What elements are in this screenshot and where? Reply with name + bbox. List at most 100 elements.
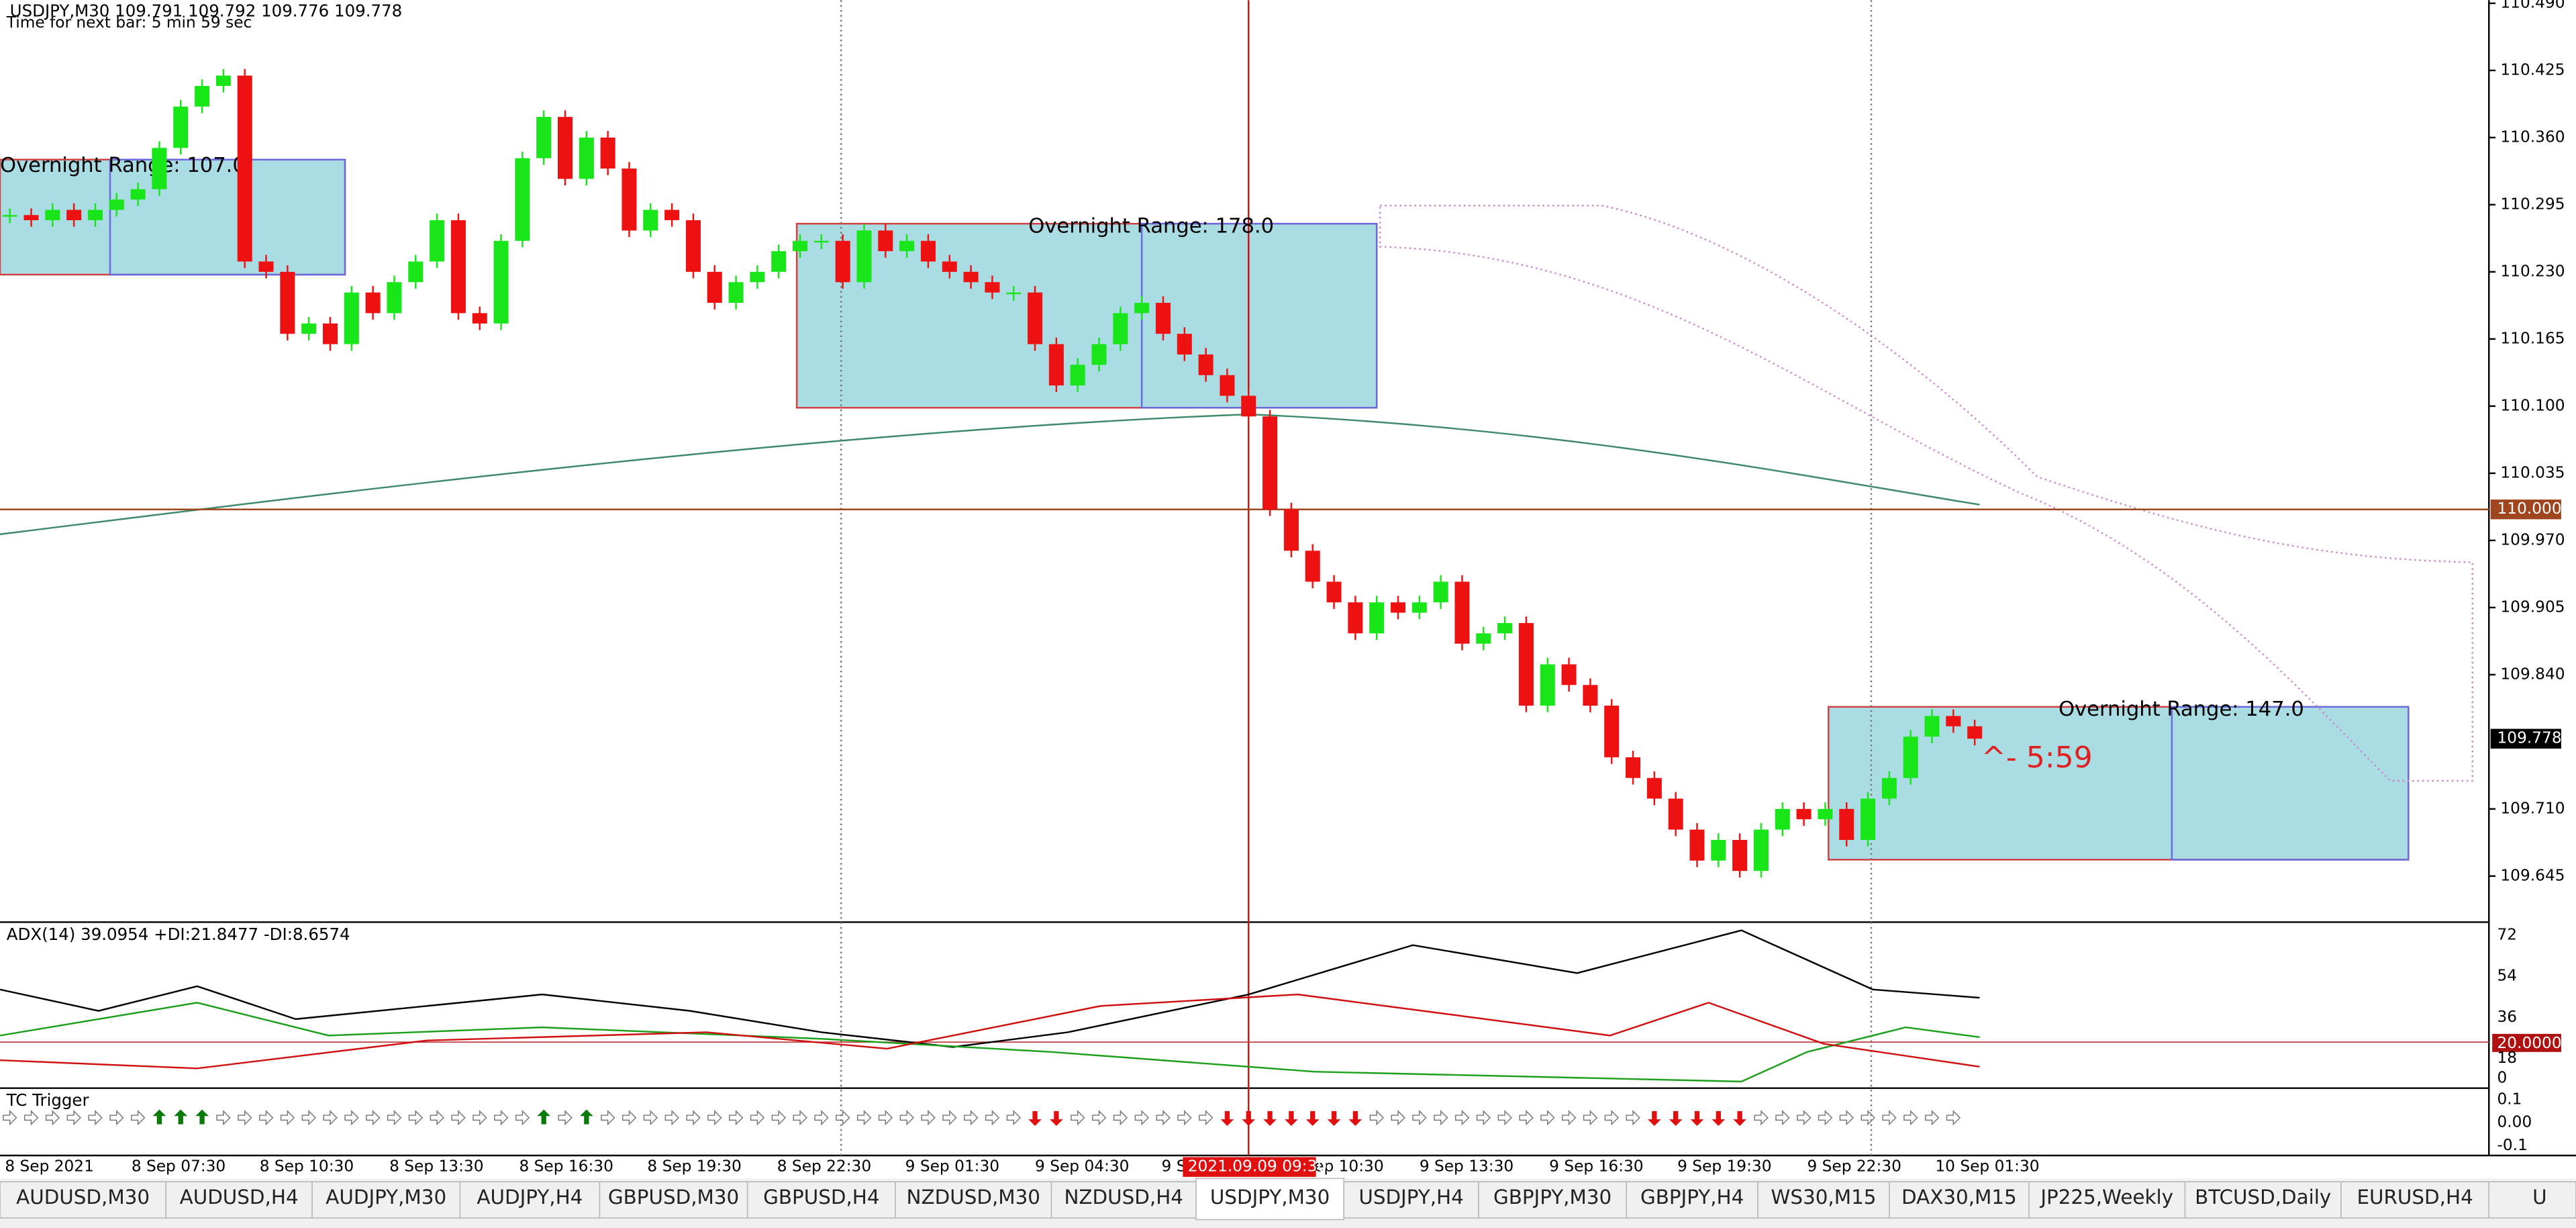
neutral-arrow bbox=[408, 1110, 424, 1126]
tab-label[interactable]: USDJPY,M30 bbox=[1210, 1186, 1330, 1209]
range-box-inner bbox=[2171, 706, 2410, 861]
tab-label[interactable]: DAX30,M15 bbox=[1901, 1186, 2017, 1209]
tab-label[interactable]: GBPJPY,H4 bbox=[1640, 1186, 1744, 1209]
candle bbox=[1924, 716, 1940, 737]
neutral-arrow bbox=[88, 1110, 103, 1126]
neutral-arrow bbox=[1583, 1110, 1598, 1126]
neutral-arrow bbox=[238, 1110, 252, 1126]
candle bbox=[1540, 664, 1555, 706]
neutral-arrow bbox=[1626, 1110, 1640, 1126]
tab[interactable] bbox=[2184, 1181, 2342, 1219]
time-label: 9 Sep 16:30 bbox=[1549, 1158, 1643, 1176]
tab[interactable] bbox=[599, 1181, 748, 1219]
neutral-arrow bbox=[899, 1110, 914, 1126]
time-label: 8 Sep 22:30 bbox=[777, 1158, 871, 1176]
tc-label: TC Trigger bbox=[6, 1090, 90, 1110]
price-tick-label: 110.100 bbox=[2500, 396, 2565, 414]
neutral-arrow bbox=[301, 1110, 316, 1126]
candle bbox=[1881, 777, 1897, 799]
tab-label[interactable]: NZDUSD,H4 bbox=[1064, 1186, 1183, 1209]
candle bbox=[66, 209, 82, 220]
candle bbox=[1732, 840, 1748, 871]
down-arrow bbox=[1348, 1111, 1363, 1126]
ichimoku-cloud bbox=[1379, 205, 2474, 782]
price-tick-label: 110.360 bbox=[2500, 128, 2565, 146]
neutral-arrow bbox=[1903, 1110, 1918, 1126]
down-arrow bbox=[1050, 1111, 1063, 1126]
tab-label[interactable]: AUDJPY,H4 bbox=[477, 1186, 583, 1209]
candle bbox=[1070, 365, 1085, 386]
candle bbox=[45, 209, 60, 220]
candle bbox=[1476, 633, 1491, 644]
tab-label[interactable]: BTCUSD,Daily bbox=[2195, 1186, 2331, 1209]
candle bbox=[1048, 344, 1064, 386]
tab-label[interactable]: GBPUSD,H4 bbox=[763, 1186, 879, 1209]
tab[interactable] bbox=[1757, 1181, 1890, 1219]
neutral-arrow bbox=[1861, 1110, 1875, 1126]
neutral-arrow bbox=[451, 1110, 466, 1126]
time-label: 8 Sep 2021 bbox=[5, 1158, 94, 1176]
tab-label[interactable]: USDJPY,H4 bbox=[1358, 1186, 1463, 1209]
tab[interactable] bbox=[1478, 1181, 1628, 1219]
neutral-arrow bbox=[1071, 1110, 1085, 1126]
candle bbox=[1497, 622, 1513, 634]
candle bbox=[408, 261, 424, 283]
tab-label[interactable]: AUDUSD,H4 bbox=[180, 1186, 299, 1209]
down-arrow bbox=[1690, 1111, 1704, 1126]
tab[interactable] bbox=[1889, 1181, 2030, 1219]
tab[interactable] bbox=[2488, 1181, 2576, 1219]
candle bbox=[130, 189, 146, 200]
current-price-box bbox=[2490, 728, 2561, 749]
candle bbox=[579, 137, 594, 179]
tab-label[interactable]: GBPJPY,M30 bbox=[1493, 1186, 1612, 1209]
candle bbox=[963, 271, 979, 283]
neutral-arrow bbox=[1434, 1110, 1448, 1126]
neutral-arrow bbox=[1754, 1110, 1769, 1126]
tab-label[interactable]: WS30,M15 bbox=[1771, 1186, 1876, 1209]
tab-label[interactable]: AUDUSD,M30 bbox=[16, 1186, 150, 1209]
tab[interactable] bbox=[1626, 1181, 1758, 1219]
adx-tick-label: 0 bbox=[2497, 1068, 2508, 1086]
tab-label[interactable]: U bbox=[2532, 1186, 2547, 1209]
neutral-arrow bbox=[558, 1110, 573, 1126]
level-box bbox=[2490, 500, 2561, 520]
tab[interactable] bbox=[311, 1181, 461, 1219]
tab-label[interactable]: EURUSD,H4 bbox=[2357, 1186, 2473, 1209]
tab[interactable] bbox=[2340, 1181, 2490, 1219]
neutral-arrow bbox=[1924, 1110, 1940, 1126]
candle bbox=[920, 240, 936, 262]
neutral-arrow bbox=[1369, 1110, 1385, 1126]
time-label: 8 Sep 19:30 bbox=[647, 1158, 741, 1176]
candle bbox=[1518, 622, 1534, 706]
tab-label[interactable]: JP225,Weekly bbox=[2039, 1186, 2173, 1209]
candle bbox=[365, 292, 381, 314]
candle bbox=[985, 282, 1000, 293]
candle bbox=[1091, 344, 1107, 365]
candle bbox=[728, 282, 744, 303]
candle bbox=[173, 106, 189, 148]
tab-label[interactable]: AUDJPY,M30 bbox=[326, 1186, 446, 1209]
candle bbox=[2, 215, 17, 217]
up-arrow bbox=[174, 1109, 188, 1125]
neutral-arrow bbox=[601, 1110, 615, 1126]
tab-label[interactable]: NZDUSD,M30 bbox=[907, 1186, 1040, 1209]
neutral-arrow bbox=[1946, 1110, 1961, 1126]
time-label: 9 Sep 13:30 bbox=[1420, 1158, 1514, 1176]
neutral-arrow bbox=[1091, 1110, 1107, 1126]
candle bbox=[1839, 808, 1854, 841]
down-arrow bbox=[1327, 1111, 1341, 1126]
candle bbox=[1668, 798, 1683, 830]
neutral-arrow bbox=[1006, 1110, 1022, 1126]
tab[interactable] bbox=[1050, 1181, 1197, 1219]
adx-label: ADX(14) 39.0954 +DI:21.8477 -DI:8.6574 bbox=[7, 925, 350, 944]
up-arrow bbox=[195, 1109, 209, 1125]
adx-tick-label: 72 bbox=[2497, 926, 2518, 944]
candle bbox=[878, 230, 893, 252]
candle bbox=[1155, 303, 1171, 334]
tc-tick-label: -0.1 bbox=[2497, 1136, 2528, 1154]
neutral-arrow bbox=[1113, 1110, 1128, 1126]
candle bbox=[87, 209, 103, 220]
tab-label[interactable]: GBPUSD,M30 bbox=[608, 1186, 739, 1209]
tab[interactable] bbox=[1343, 1181, 1479, 1219]
candle bbox=[1241, 395, 1256, 417]
